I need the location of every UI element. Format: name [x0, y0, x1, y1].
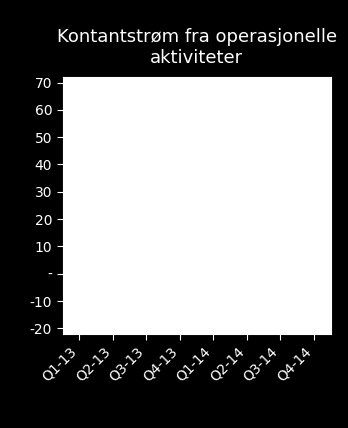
Title: Kontantstrøm fra operasjonelle
aktiviteter: Kontantstrøm fra operasjonelle aktivitet…: [57, 28, 337, 67]
